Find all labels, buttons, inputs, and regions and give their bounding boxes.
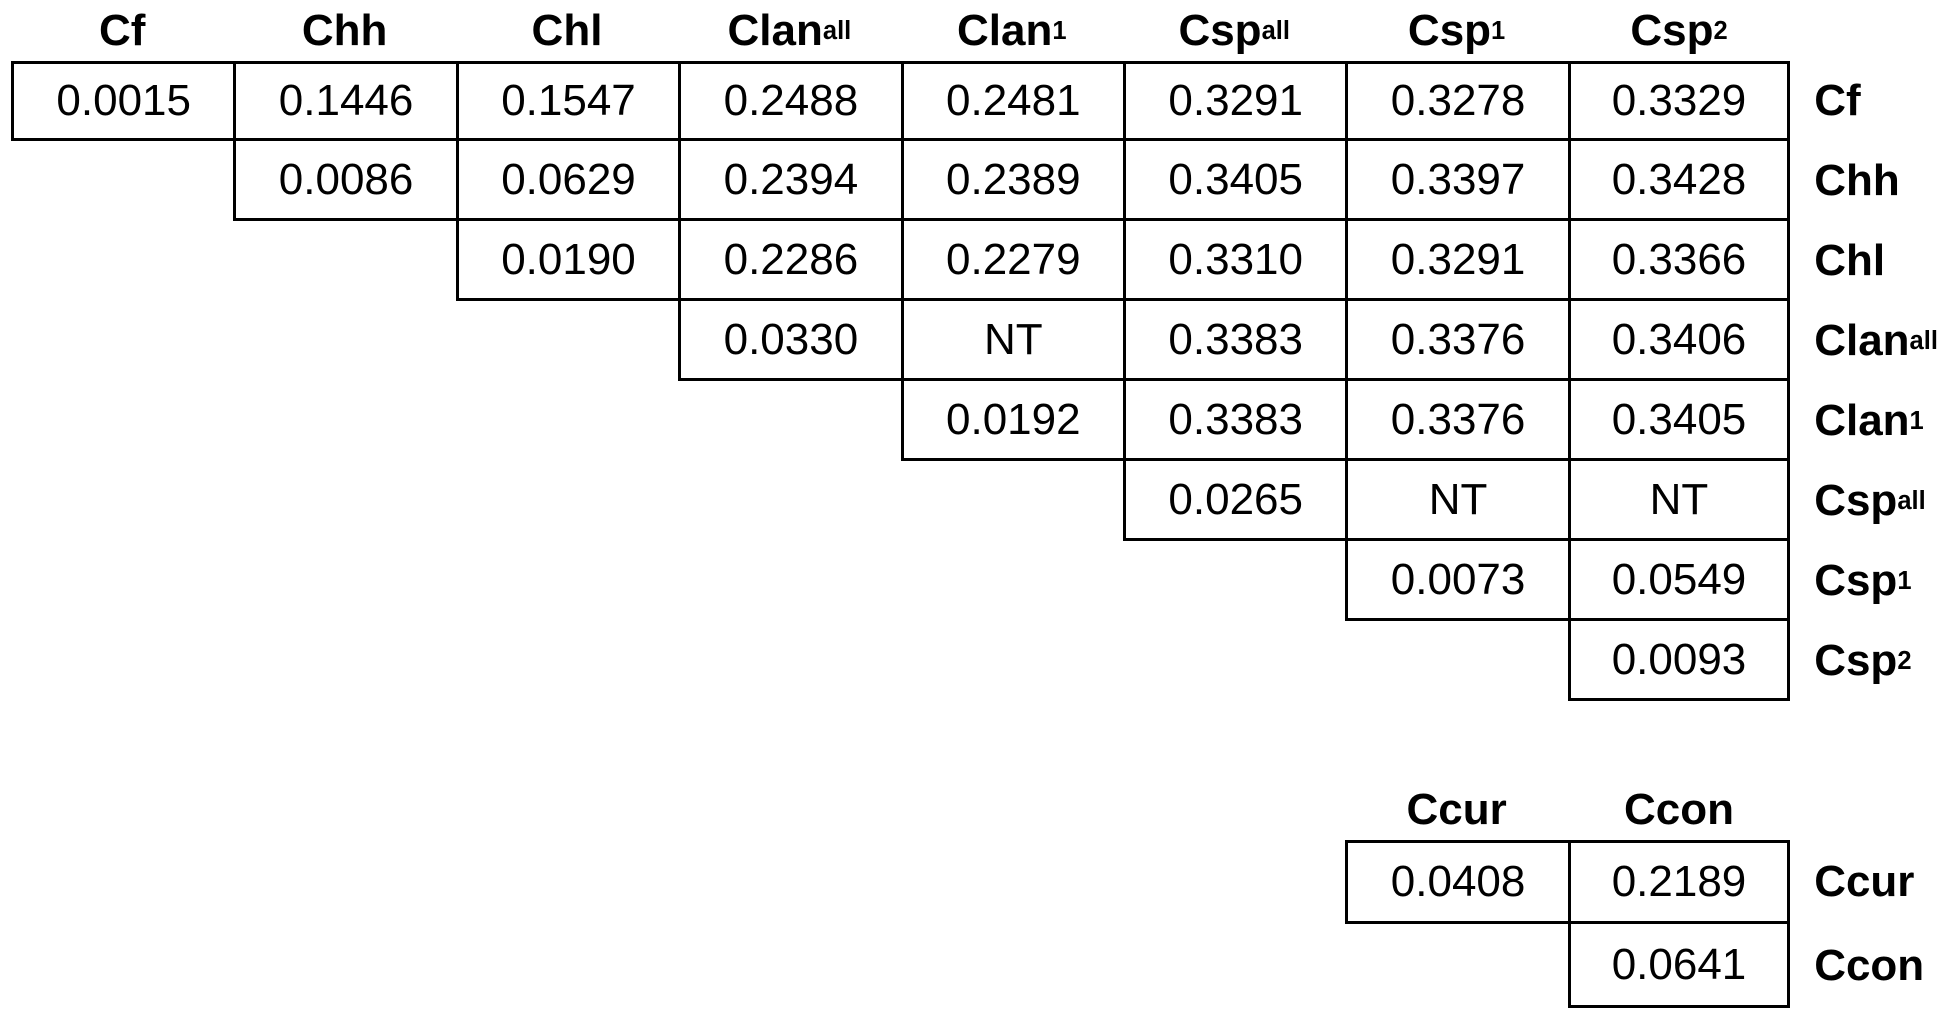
row-header-Clanall: Clan all <box>1814 316 1938 365</box>
matrix-cell: 0.0093 <box>1567 621 1791 701</box>
taxon-label-text: Cf <box>1814 76 1861 125</box>
matrix-cell: 0.0073 <box>1345 541 1568 621</box>
taxon-label-text: Csp <box>1630 6 1714 55</box>
matrix-cell: 0.1547 <box>455 61 679 141</box>
matrix-cell: 0.3405 <box>1123 141 1346 221</box>
matrix-cell: 0.1446 <box>233 61 456 141</box>
col-header-Cspall: Csp all <box>1178 6 1290 55</box>
row-header-Csp1: Csp 1 <box>1814 556 1912 605</box>
col-header-Csp1: Csp 1 <box>1407 6 1506 55</box>
matrix-cell: 0.2488 <box>678 61 901 141</box>
matrix-cell: NT <box>1345 461 1568 541</box>
taxon-label-text: Ccur <box>1814 857 1915 906</box>
col-header-Ccur: Ccur <box>1345 785 1567 834</box>
row-header-Cf: Cf <box>1814 61 1860 141</box>
matrix-cell: 0.3366 <box>1567 221 1791 301</box>
matrix-cell: 0.3329 <box>1567 61 1791 141</box>
matrix-cell: 0.0629 <box>455 141 679 221</box>
matrix-cell: 0.3376 <box>1345 381 1568 461</box>
matrix-cell: 0.3428 <box>1567 141 1791 221</box>
matrix-cell: 0.3278 <box>1345 61 1568 141</box>
matrix-cell: 0.0190 <box>455 221 679 301</box>
matrix-cell: 0.3383 <box>1123 301 1346 381</box>
col-header-Clanall: Clan all <box>727 6 852 55</box>
col-header-Ccon: Ccon <box>1568 785 1790 834</box>
matrix-cell: 0.3310 <box>1123 221 1346 301</box>
taxon-label-text: Ccon <box>1623 785 1734 834</box>
taxon-label-text: Ccon <box>1814 941 1925 990</box>
matrix-cell: 0.0265 <box>1123 461 1346 541</box>
matrix-cell: 0.2389 <box>900 141 1123 221</box>
matrix-cell: 0.0192 <box>900 381 1123 461</box>
taxon-label-text: Clan <box>1814 396 1910 445</box>
col-header-Chl: Chl <box>456 6 678 55</box>
col-header-Cf: Cf <box>11 6 233 55</box>
matrix-cell: 0.2286 <box>678 221 901 301</box>
taxon-label-text: Chh <box>1814 156 1900 205</box>
matrix-cell: NT <box>1567 461 1791 541</box>
row-header-Ccon: Ccon <box>1814 924 1924 1008</box>
taxon-label-text: Cf <box>98 6 146 55</box>
row-header-Chh: Chh <box>1814 141 1900 221</box>
matrix-cell: 0.0641 <box>1567 924 1791 1008</box>
taxon-label-text: Csp <box>1814 476 1898 525</box>
matrix-cell: 0.2481 <box>900 61 1123 141</box>
taxon-label-text: Clan <box>727 6 823 55</box>
col-header-Chh: Chh <box>233 6 455 55</box>
matrix-cell: NT <box>900 301 1123 381</box>
taxon-label-text: Ccur <box>1406 785 1507 834</box>
matrix-cell: 0.3376 <box>1345 301 1568 381</box>
matrix-cell: 0.0086 <box>233 141 456 221</box>
taxon-label-text: Csp <box>1814 636 1898 685</box>
col-header-Csp2: Csp 2 <box>1630 6 1728 55</box>
row-header-Chl: Chl <box>1814 221 1885 301</box>
taxon-label-text: Chl <box>1814 236 1886 285</box>
matrix-cell: 0.2394 <box>678 141 901 221</box>
taxon-label-text: Clan <box>957 6 1053 55</box>
matrix-cell: 0.3397 <box>1345 141 1568 221</box>
matrix-cell: 0.3291 <box>1345 221 1568 301</box>
matrix-cell: 0.3406 <box>1567 301 1791 381</box>
matrix-cell: 0.0549 <box>1567 541 1791 621</box>
taxon-label-text: Chh <box>301 6 388 55</box>
taxon-label-text: Chl <box>531 6 603 55</box>
matrix-cell: 0.0330 <box>678 301 901 381</box>
row-header-Ccur: Ccur <box>1814 840 1914 924</box>
taxon-label-text: Clan <box>1814 316 1910 365</box>
col-header-Clan1: Clan 1 <box>957 6 1067 55</box>
matrix-cell: 0.3405 <box>1567 381 1791 461</box>
matrix-cell: 0.3383 <box>1123 381 1346 461</box>
row-header-Csp2: Csp 2 <box>1814 636 1912 685</box>
matrix-cell: 0.2279 <box>900 221 1123 301</box>
matrix-cell: 0.0015 <box>11 61 234 141</box>
taxon-label-text: Csp <box>1178 6 1262 55</box>
matrix-cell: 0.0408 <box>1345 840 1568 924</box>
matrix-cell: 0.2189 <box>1567 840 1791 924</box>
matrix-cell: 0.3291 <box>1123 61 1346 141</box>
row-header-Cspall: Csp all <box>1814 476 1926 525</box>
taxon-label-text: Csp <box>1814 556 1898 605</box>
row-header-Clan1: Clan 1 <box>1814 396 1924 445</box>
taxon-label-text: Csp <box>1407 6 1492 55</box>
